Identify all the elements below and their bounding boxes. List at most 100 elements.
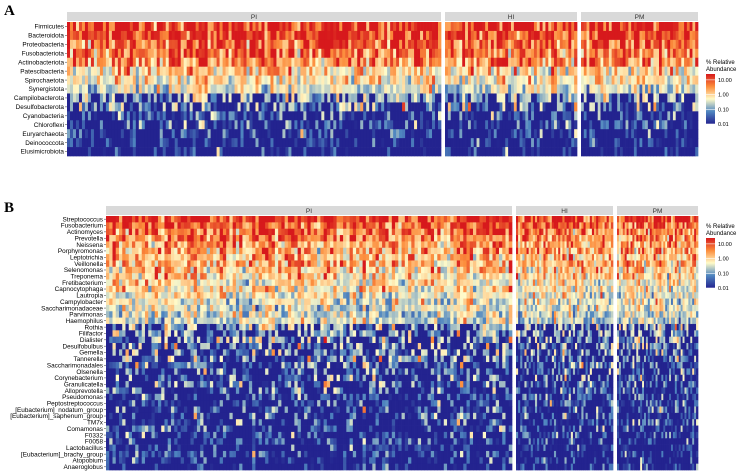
heatmap-cell xyxy=(154,362,159,369)
heatmap-cell xyxy=(405,120,409,130)
heatmap-cell xyxy=(203,400,208,407)
heatmap-cell xyxy=(490,102,495,112)
heatmap-cell xyxy=(128,406,133,414)
heatmap-cell xyxy=(196,292,201,299)
heatmap-cell xyxy=(165,120,170,130)
heatmap-cell xyxy=(684,48,688,59)
heatmap-cell xyxy=(123,84,128,94)
heatmap-cell xyxy=(675,57,679,68)
heatmap-cell xyxy=(606,66,610,76)
heatmap-cell xyxy=(354,39,358,50)
heatmap-cell xyxy=(249,30,253,41)
heatmap-cell xyxy=(96,84,101,94)
heatmap-cell xyxy=(282,22,286,32)
heatmap-cell xyxy=(72,84,77,94)
heatmap-cell xyxy=(209,285,214,293)
heatmap-cell xyxy=(282,75,286,85)
heatmap-cell xyxy=(174,349,178,357)
heatmap-cell xyxy=(118,381,123,388)
heatmap-cell xyxy=(203,266,208,274)
heatmap-cell xyxy=(123,48,128,59)
heatmap-cell xyxy=(135,93,140,103)
heatmap-cell xyxy=(183,406,188,414)
heatmap-cell xyxy=(234,138,238,148)
heatmap-cell xyxy=(231,75,235,85)
heatmap-cell xyxy=(473,84,477,94)
heatmap-cell xyxy=(387,84,391,94)
heatmap-cell xyxy=(141,381,146,388)
heatmap-cell xyxy=(196,304,201,312)
heatmap-cell xyxy=(109,247,113,255)
heatmap-cell xyxy=(174,374,178,382)
heatmap-cell xyxy=(622,93,626,103)
heatmap-cell xyxy=(112,438,117,445)
heatmap-cell xyxy=(200,438,204,445)
heatmap-cell xyxy=(204,111,208,121)
heatmap-cell xyxy=(232,235,237,242)
heatmap-cell xyxy=(93,120,98,130)
heatmap-cell xyxy=(519,93,523,103)
heatmap-cell xyxy=(297,22,301,32)
heatmap-cell xyxy=(684,22,688,32)
heatmap-cell xyxy=(597,84,601,94)
heatmap-cell xyxy=(303,39,307,50)
heatmap-cell xyxy=(144,285,149,293)
heatmap-cell xyxy=(445,48,449,59)
heatmap-cell xyxy=(115,362,120,369)
heatmap-cell xyxy=(78,102,83,112)
heatmap-cell xyxy=(493,22,497,32)
heatmap-cell xyxy=(141,216,146,223)
heatmap-cell xyxy=(209,279,214,287)
heatmap-cell xyxy=(200,222,204,230)
heatmap-cell xyxy=(190,247,195,255)
heatmap-cell xyxy=(156,84,161,94)
heatmap-cell xyxy=(105,57,110,68)
heatmap-cell xyxy=(414,48,418,59)
heatmap-cell xyxy=(396,120,400,130)
heatmap-cell xyxy=(571,93,575,103)
heatmap-cell xyxy=(153,22,158,32)
heatmap-cell xyxy=(556,39,561,50)
heatmap-cell xyxy=(112,463,117,471)
heatmap-cell xyxy=(357,111,361,121)
heatmap-cell xyxy=(508,138,512,148)
heatmap-cell xyxy=(330,120,334,130)
heatmap-cell xyxy=(196,444,201,452)
heatmap-cell xyxy=(620,129,624,139)
legend-tick-label: 10.00 xyxy=(718,78,732,84)
heatmap-cell xyxy=(204,93,208,103)
heatmap-cell xyxy=(306,66,310,76)
heatmap-cell xyxy=(144,336,149,344)
heatmap-cell xyxy=(297,138,301,148)
heatmap-cell xyxy=(187,400,191,407)
heatmap-cell xyxy=(235,438,240,445)
heatmap-cell xyxy=(229,330,234,337)
heatmap-cell xyxy=(219,111,223,121)
heatmap-cell xyxy=(69,75,74,85)
heatmap-cell xyxy=(131,438,136,445)
heatmap-cell xyxy=(384,120,388,130)
heatmap-cell xyxy=(228,147,232,157)
heatmap-cell xyxy=(545,102,549,112)
heatmap-cell xyxy=(219,419,224,426)
heatmap-cell xyxy=(193,247,198,255)
heatmap-cell xyxy=(122,425,126,433)
heatmap-cell xyxy=(554,22,558,32)
heatmap-cell xyxy=(135,22,140,32)
heatmap-cell xyxy=(192,57,196,68)
heatmap-cell xyxy=(112,368,117,376)
heatmap-cell xyxy=(154,298,159,306)
heatmap-cell xyxy=(196,247,201,255)
heatmap-cell xyxy=(192,93,196,103)
heatmap-cell xyxy=(306,30,310,41)
heatmap-cell xyxy=(156,138,161,148)
heatmap-cell xyxy=(513,75,518,85)
heatmap-cell xyxy=(229,450,234,458)
heatmap-cell xyxy=(203,235,208,242)
heatmap-cell xyxy=(209,330,214,337)
heatmap-cell xyxy=(542,75,546,85)
heatmap-cell xyxy=(243,84,247,94)
heatmap-cell xyxy=(180,343,185,350)
heatmap-cell xyxy=(122,228,126,236)
legend-title-line: % Relative xyxy=(706,60,735,66)
